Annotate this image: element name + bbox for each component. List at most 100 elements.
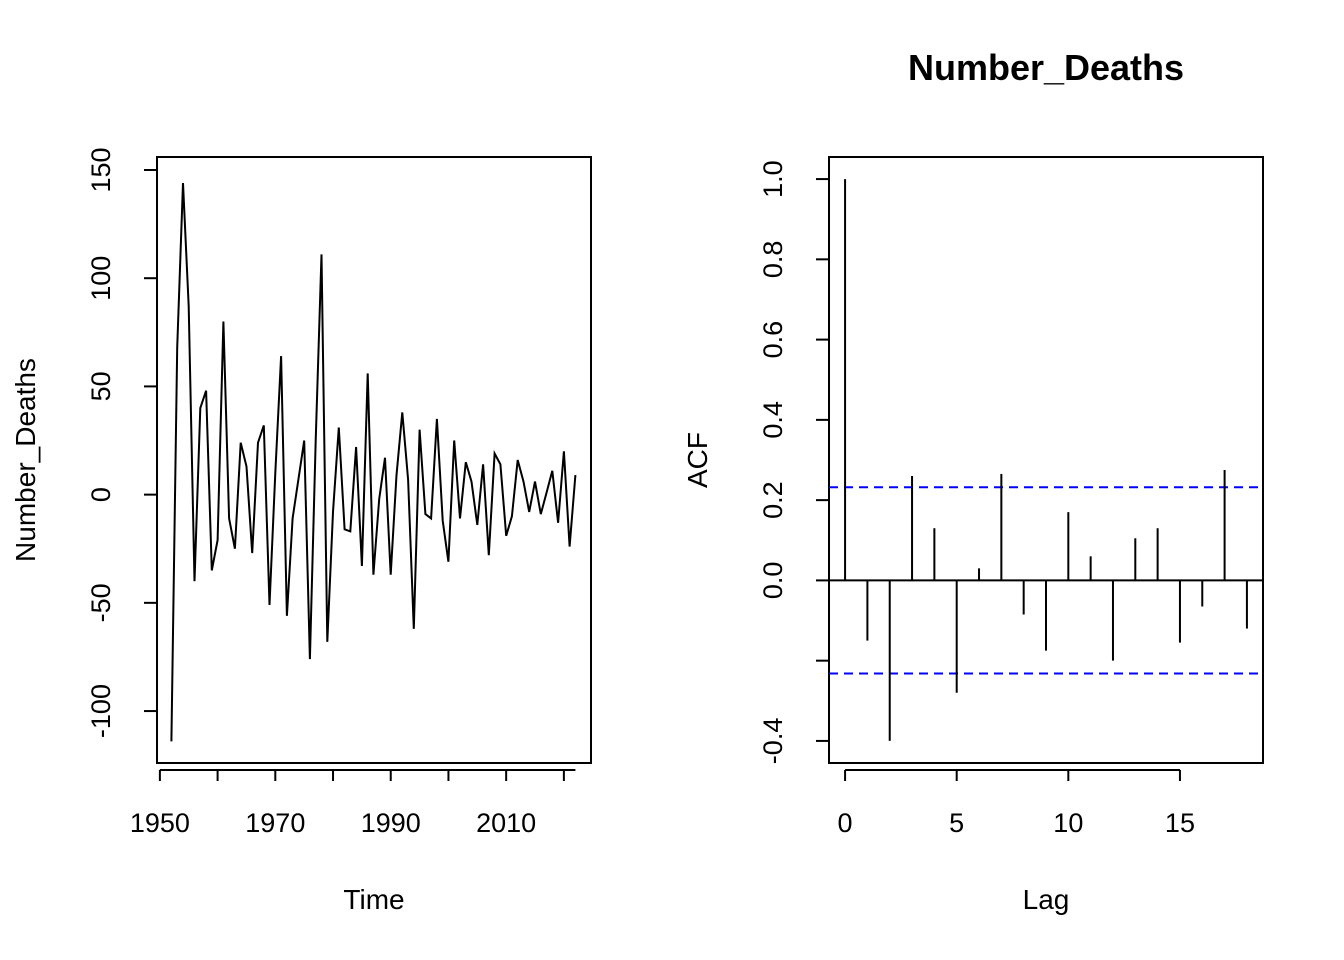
time-series-point <box>442 520 444 522</box>
time-series-point <box>194 580 196 582</box>
time-series-point <box>471 481 473 483</box>
time-series-point <box>482 463 484 465</box>
time-series-point <box>297 479 299 481</box>
time-series-x-tick-label: 1990 <box>361 808 421 838</box>
time-series-point <box>396 474 398 476</box>
time-series-plot-box <box>156 156 592 764</box>
time-series-point <box>240 442 242 444</box>
time-series-point <box>217 539 219 541</box>
acf-panel: Number_Deaths 0 5 10 15 -0.4 0.0 0.2 0.4 0.6 0.8… <box>682 47 1264 915</box>
time-series-point <box>574 474 576 476</box>
time-series-point <box>251 552 253 554</box>
time-series-point <box>274 472 276 474</box>
time-series-point <box>188 305 190 307</box>
time-series-point <box>407 479 409 481</box>
time-series-y-axis: -100 -50 0 50 100 150 <box>86 147 158 738</box>
time-series-point <box>436 418 438 420</box>
time-series-point <box>176 347 178 349</box>
time-series-point <box>546 492 548 494</box>
time-series-point <box>569 546 571 548</box>
acf-x-axis: 0 5 10 15 <box>838 769 1195 838</box>
time-series-point <box>211 569 213 571</box>
time-series-point <box>170 740 172 742</box>
time-series-y-tick-label: 150 <box>86 147 116 192</box>
time-series-panel: 1950 1970 1990 2010 -100 -50 0 50 100 150 Time N… <box>10 147 592 915</box>
time-series-point <box>228 517 230 519</box>
time-series-line <box>170 182 577 742</box>
time-series-x-axis: 1950 1970 1990 2010 <box>130 769 576 838</box>
time-series-point <box>205 390 207 392</box>
acf-x-tick-label: 10 <box>1053 808 1083 838</box>
acf-y-axis: -0.4 0.0 0.2 0.4 0.6 0.8 1.0 <box>758 160 830 765</box>
time-series-y-axis-label: Number_Deaths <box>10 358 41 562</box>
time-series-point <box>459 517 461 519</box>
time-series-point <box>488 554 490 556</box>
time-series-points <box>170 182 576 742</box>
time-series-point <box>390 574 392 576</box>
time-series-x-tick-label: 2010 <box>476 808 536 838</box>
time-series-point <box>269 604 271 606</box>
time-series-point <box>263 424 265 426</box>
time-series-point <box>494 453 496 455</box>
time-series-point <box>563 450 565 452</box>
time-series-point <box>413 628 415 630</box>
acf-y-tick-label: -0.4 <box>758 718 788 765</box>
time-series-point <box>257 442 259 444</box>
time-series-point <box>540 513 542 515</box>
time-series-x-tick-label: 1950 <box>130 808 190 838</box>
acf-plot-box <box>828 156 1264 764</box>
time-series-point <box>528 511 530 513</box>
time-series-point <box>465 461 467 463</box>
time-series-point <box>199 407 201 409</box>
time-series-point <box>349 530 351 532</box>
acf-chart-title: Number_Deaths <box>908 47 1184 88</box>
time-series-point <box>424 513 426 515</box>
time-series-point <box>523 481 525 483</box>
time-series-point <box>321 253 323 255</box>
acf-confidence-bounds <box>829 486 1263 675</box>
acf-y-tick-label: 0.0 <box>758 562 788 600</box>
time-series-point <box>384 457 386 459</box>
time-series-point <box>419 429 421 431</box>
time-series-y-tick-label: -50 <box>86 583 116 622</box>
time-series-point <box>378 498 380 500</box>
time-series-point <box>182 182 184 184</box>
acf-y-tick-label: 0.4 <box>758 401 788 439</box>
time-series-point <box>286 615 288 617</box>
time-series-point <box>372 574 374 576</box>
time-series-point <box>551 470 553 472</box>
time-series-point <box>476 524 478 526</box>
time-series-point <box>234 548 236 550</box>
time-series-point <box>309 658 311 660</box>
time-series-y-tick-label: 50 <box>86 371 116 401</box>
acf-y-tick-label: 1.0 <box>758 160 788 198</box>
time-series-point <box>499 463 501 465</box>
time-series-point <box>338 427 340 429</box>
time-series-point <box>315 440 317 442</box>
time-series-point <box>292 517 294 519</box>
time-series-point <box>361 565 363 567</box>
time-series-point <box>557 522 559 524</box>
time-series-point <box>447 561 449 563</box>
time-series-point <box>401 411 403 413</box>
acf-y-tick-label: 0.8 <box>758 241 788 279</box>
acf-x-tick-label: 5 <box>949 808 964 838</box>
time-series-point <box>517 459 519 461</box>
acf-x-tick-label: 0 <box>838 808 853 838</box>
time-series-point <box>367 372 369 374</box>
time-series-point <box>303 440 305 442</box>
time-series-point <box>222 321 224 323</box>
acf-y-tick-label: 0.2 <box>758 481 788 519</box>
time-series-y-tick-label: 0 <box>86 487 116 502</box>
time-series-point <box>505 535 507 537</box>
acf-x-tick-label: 15 <box>1165 808 1195 838</box>
time-series-point <box>534 481 536 483</box>
time-series-point <box>430 517 432 519</box>
time-series-x-axis-label: Time <box>343 884 404 915</box>
acf-x-axis-label: Lag <box>1023 884 1070 915</box>
time-series-y-tick-label: 100 <box>86 256 116 301</box>
time-series-point <box>453 440 455 442</box>
time-series-point <box>355 446 357 448</box>
time-series-point <box>280 355 282 357</box>
